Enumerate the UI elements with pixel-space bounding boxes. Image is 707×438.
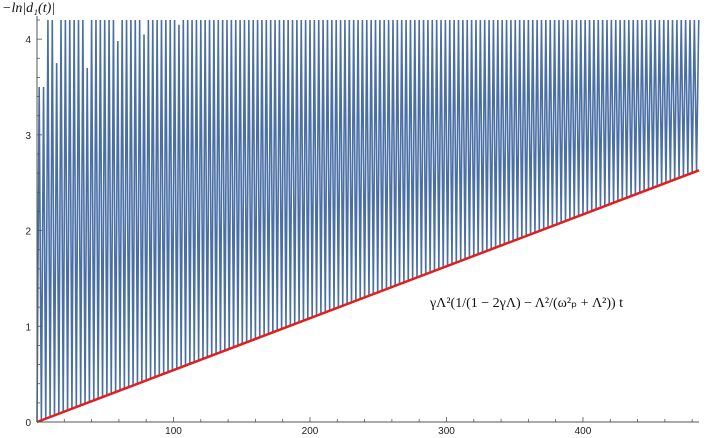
y-tick-label: 2	[25, 227, 31, 238]
series-oscillation	[36, 19, 700, 423]
formula-annotation: γΛ²(1/(1 − 2γΛ) − Λ²/(ω²ₚ + Λ²)) t	[429, 296, 623, 311]
y-axis-label: −ln|d₁(t)|	[2, 1, 55, 16]
y-tick-label: 3	[25, 131, 31, 142]
axes	[36, 16, 699, 423]
y-tick-label: 4	[25, 35, 31, 46]
labels: 100 200 300 400 0 1 2 3 4 −ln|d₁(t)|	[2, 1, 592, 437]
x-tick-label: 300	[438, 426, 455, 437]
series-linear-bound	[36, 169, 700, 424]
plot-area	[36, 19, 700, 424]
x-tick-label: 400	[575, 426, 592, 437]
x-tick-label: 200	[302, 426, 319, 437]
annotation: γΛ²(1/(1 − 2γΛ) − Λ²/(ω²ₚ + Λ²)) t	[429, 296, 623, 311]
x-tick-label: 100	[165, 426, 182, 437]
y-tick-label: 0	[25, 418, 31, 429]
y-tick-label: 1	[25, 322, 31, 333]
